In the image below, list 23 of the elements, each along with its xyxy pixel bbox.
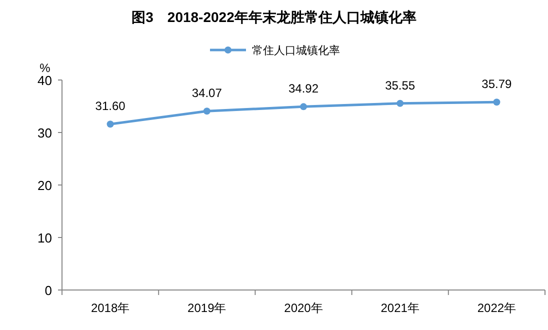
y-tick-label: 30 (38, 126, 52, 140)
y-tick-label: 0 (44, 283, 52, 298)
point (106, 120, 114, 128)
point (203, 108, 210, 115)
y-tick-label: 20 (38, 178, 52, 193)
x-tick-label: 2020年 (284, 301, 323, 315)
data-label: 35.79 (482, 77, 512, 92)
data-label: 34.92 (288, 82, 319, 96)
y-tick-label: 10 (38, 230, 52, 246)
point (493, 98, 500, 106)
x-tick-label: 2019年 (188, 301, 226, 315)
point (396, 100, 404, 107)
x-tick-label: 2018年 (90, 301, 130, 315)
x-tick-label: 2022年 (477, 301, 516, 315)
chart-title: 图3 2018-2022年年末龙胜常住人口城镇化率 (132, 9, 416, 25)
data-label: 35.55 (385, 78, 416, 92)
y-axis-title: % (40, 61, 51, 75)
y-tick-label: 40 (38, 73, 52, 88)
legend-label: 常住人口城镇化率 (252, 44, 340, 57)
point (300, 103, 307, 110)
x-tick-label: 2021年 (380, 301, 420, 315)
data-label: 34.07 (192, 86, 222, 100)
data-label: 31.60 (95, 99, 126, 114)
